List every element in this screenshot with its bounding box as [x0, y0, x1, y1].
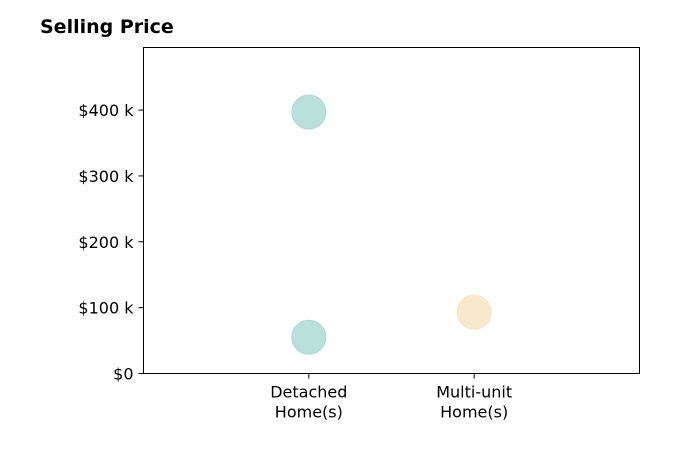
y-axis: $0 $100 k $200 k $300 k $400 k — [78, 101, 144, 384]
y-tick-label: $300 k — [78, 167, 134, 186]
points-layer — [291, 94, 492, 355]
x-tick-label: Home(s) — [275, 403, 343, 422]
data-point-2 — [456, 294, 492, 330]
y-tick-label: $200 k — [78, 233, 134, 252]
plot-frame — [143, 47, 640, 374]
x-tick-label: Home(s) — [440, 403, 508, 422]
y-tick-label: $0 — [113, 365, 133, 384]
data-point-1 — [291, 319, 327, 355]
data-point-0 — [291, 94, 327, 130]
y-tick-label: $100 k — [78, 299, 134, 318]
y-tick-label: $400 k — [78, 101, 134, 120]
chart-title: Selling Price — [40, 16, 174, 38]
x-tick-label: Detached — [270, 383, 347, 402]
x-tick-label: Multi-unit — [436, 383, 512, 402]
